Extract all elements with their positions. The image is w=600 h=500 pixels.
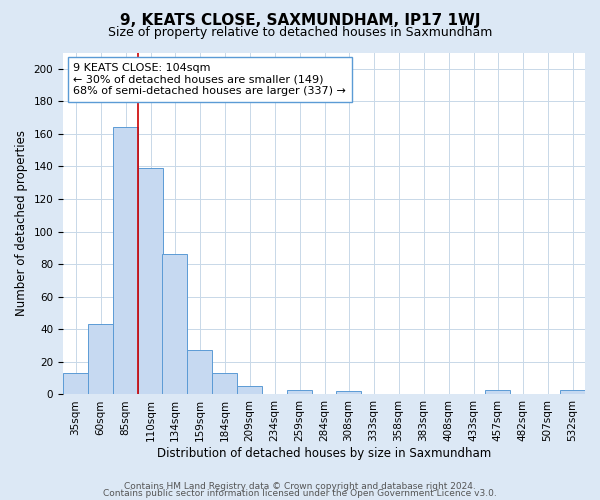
X-axis label: Distribution of detached houses by size in Saxmundham: Distribution of detached houses by size … — [157, 447, 491, 460]
Text: Contains HM Land Registry data © Crown copyright and database right 2024.: Contains HM Land Registry data © Crown c… — [124, 482, 476, 491]
Bar — [237, 386, 262, 394]
Bar — [187, 350, 212, 395]
Bar — [212, 374, 237, 394]
Bar — [162, 254, 187, 394]
Bar — [113, 128, 138, 394]
Bar — [287, 390, 312, 394]
Bar — [485, 390, 510, 394]
Bar — [88, 324, 113, 394]
Bar — [138, 168, 163, 394]
Y-axis label: Number of detached properties: Number of detached properties — [15, 130, 28, 316]
Text: Contains public sector information licensed under the Open Government Licence v3: Contains public sector information licen… — [103, 489, 497, 498]
Text: 9 KEATS CLOSE: 104sqm
← 30% of detached houses are smaller (149)
68% of semi-det: 9 KEATS CLOSE: 104sqm ← 30% of detached … — [73, 63, 346, 96]
Text: Size of property relative to detached houses in Saxmundham: Size of property relative to detached ho… — [108, 26, 492, 39]
Text: 9, KEATS CLOSE, SAXMUNDHAM, IP17 1WJ: 9, KEATS CLOSE, SAXMUNDHAM, IP17 1WJ — [120, 12, 480, 28]
Bar — [336, 391, 361, 394]
Bar — [63, 374, 88, 394]
Bar — [560, 390, 585, 394]
